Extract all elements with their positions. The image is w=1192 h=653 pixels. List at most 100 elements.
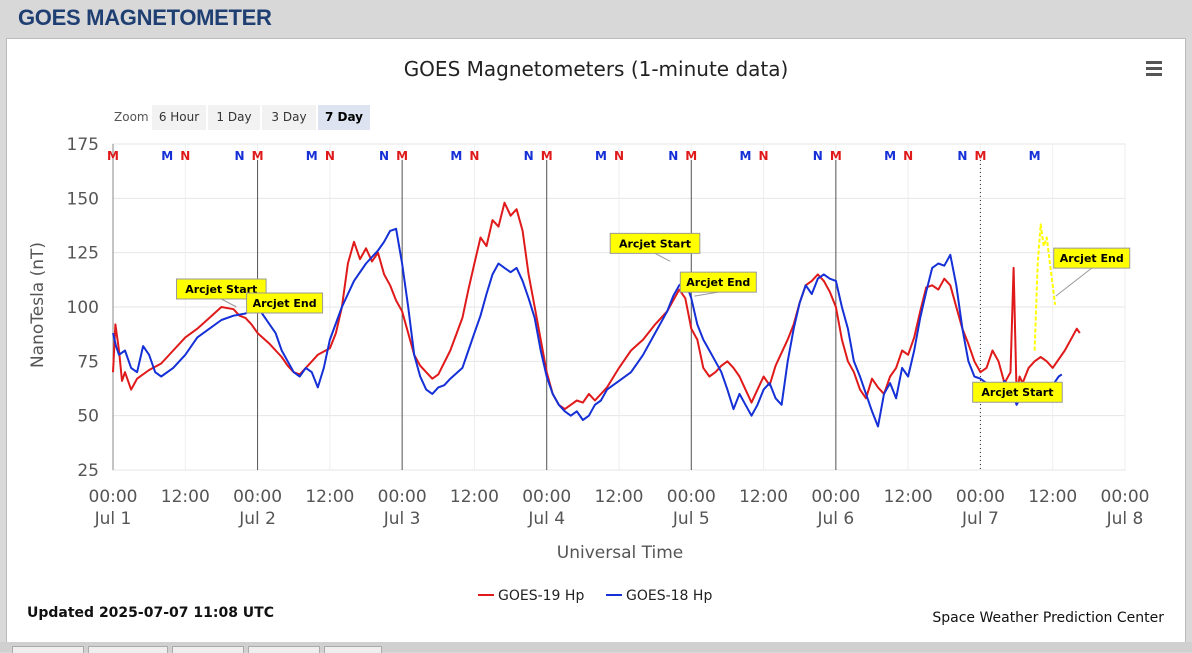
annotation-box <box>609 232 701 254</box>
zoom-7-day-button[interactable]: 7 Day <box>318 105 370 130</box>
legend-goes18-label[interactable]: GOES-18 Hp <box>626 588 712 604</box>
y-tick-label: 75 <box>77 352 99 372</box>
annotation-box <box>1053 247 1131 269</box>
noon-midnight-marker: M <box>830 149 842 163</box>
y-tick-label: 175 <box>67 135 99 155</box>
noon-midnight-marker: M <box>974 149 986 163</box>
noon-midnight-marker: M <box>161 149 173 163</box>
x-tick-time-label: 12:00 <box>305 487 354 507</box>
noon-midnight-marker: N <box>524 149 534 163</box>
x-tick-time-label: 12:00 <box>595 487 644 507</box>
noon-midnight-marker: M <box>252 149 264 163</box>
noon-midnight-marker: N <box>813 149 823 163</box>
x-tick-time-label: 00:00 <box>522 487 571 507</box>
y-tick-label: 25 <box>77 461 99 481</box>
legend-goes19-label[interactable]: GOES-19 Hp <box>498 588 584 604</box>
noon-midnight-marker: N <box>903 149 913 163</box>
noon-midnight-marker: M <box>1029 149 1041 163</box>
noon-midnight-marker: M <box>107 149 119 163</box>
annotation-label: Arcjet Start <box>981 386 1053 399</box>
annotation-box <box>679 271 757 293</box>
noon-midnight-marker: M <box>396 149 408 163</box>
noon-midnight-marker: M <box>541 149 553 163</box>
annotation-box <box>246 292 324 314</box>
tab-stub[interactable] <box>324 646 382 653</box>
annotation-leader-line <box>1055 267 1093 297</box>
y-tick-label: 125 <box>67 244 99 264</box>
zoom-1-day-button[interactable]: 1 Day <box>208 105 260 130</box>
tab-stub[interactable] <box>248 646 320 653</box>
noon-midnight-marker: N <box>234 149 244 163</box>
x-tick-time-label: 12:00 <box>884 487 933 507</box>
x-tick-date-label: Jul 1 <box>94 509 132 529</box>
noon-midnight-marker: N <box>957 149 967 163</box>
annotation-label: Arcjet End <box>1060 252 1124 265</box>
noon-midnight-marker: M <box>884 149 896 163</box>
noon-midnight-marker: N <box>614 149 624 163</box>
x-tick-date-label: Jul 6 <box>816 509 854 529</box>
y-axis-title: NanoTesla (nT) <box>28 242 48 368</box>
zoom-6-hour-button[interactable]: 6 Hour <box>152 105 206 130</box>
tab-stub[interactable] <box>12 646 84 653</box>
credit-text: Space Weather Prediction Center <box>932 610 1164 626</box>
noon-midnight-marker: M <box>685 149 697 163</box>
annotation-leader-line <box>221 298 237 308</box>
x-tick-time-label: 00:00 <box>811 487 860 507</box>
legend[interactable]: GOES-19 Hp GOES-18 Hp <box>478 588 712 604</box>
annotation-leader-line <box>654 252 671 262</box>
x-tick-time-label: 00:00 <box>667 487 716 507</box>
noon-midnight-marker: N <box>325 149 335 163</box>
noon-midnight-marker: M <box>740 149 752 163</box>
series-layer <box>112 201 1081 428</box>
zoom-label: Zoom <box>114 110 149 124</box>
series-line-arcjet-segment <box>1033 223 1057 351</box>
header-bar: GOES MAGNETOMETER <box>0 0 1192 38</box>
annotation-label: Arcjet Start <box>185 283 257 296</box>
noon-midnight-marker: M <box>450 149 462 163</box>
x-tick-date-label: Jul 5 <box>672 509 710 529</box>
x-tick-time-label: 12:00 <box>1028 487 1077 507</box>
noon-midnight-marker: N <box>469 149 479 163</box>
x-tick-time-label: 12:00 <box>161 487 210 507</box>
annotation-box <box>972 381 1063 403</box>
chart-title: GOES Magnetometers (1-minute data) <box>404 57 789 81</box>
x-tick-time-label: 00:00 <box>956 487 1005 507</box>
x-tick-date-label: Jul 3 <box>383 509 421 529</box>
tab-stub[interactable] <box>88 646 168 653</box>
annotation-label: Arcjet End <box>686 276 750 289</box>
x-tick-time-label: 12:00 <box>739 487 788 507</box>
zoom-3-day-button[interactable]: 3 Day <box>262 105 316 130</box>
x-tick-date-label: Jul 8 <box>1106 509 1144 529</box>
x-tick-time-label: 00:00 <box>89 487 138 507</box>
x-tick-date-label: Jul 2 <box>238 509 276 529</box>
noon-midnight-marker: N <box>180 149 190 163</box>
chart-panel <box>6 38 1186 644</box>
y-tick-label: 150 <box>67 189 99 209</box>
x-tick-date-label: Jul 4 <box>527 509 565 529</box>
noon-midnight-marker: N <box>668 149 678 163</box>
updated-timestamp: Updated 2025-07-07 11:08 UTC <box>27 605 274 621</box>
noon-midnight-marker: N <box>379 149 389 163</box>
x-tick-time-label: 00:00 <box>233 487 282 507</box>
series-line-goes-18-hp <box>112 227 1063 428</box>
noon-midnight-marker: M <box>595 149 607 163</box>
x-axis-title: Universal Time <box>557 543 683 563</box>
annotation-label: Arcjet Start <box>619 237 691 250</box>
annotation-layer: Arcjet Start Arcjet End Arcjet Start Arcjet… <box>175 232 1131 403</box>
annotation-leader-line <box>694 291 719 297</box>
chart-menu-icon[interactable] <box>1146 60 1162 78</box>
page-title: GOES MAGNETOMETER <box>18 5 272 30</box>
y-tick-label: 100 <box>67 298 99 318</box>
noon-midnight-marker: N <box>759 149 769 163</box>
tab-stub[interactable] <box>172 646 244 653</box>
annotation-box <box>175 278 267 300</box>
x-tick-date-label: Jul 7 <box>961 509 999 529</box>
noon-midnight-marker: M <box>306 149 318 163</box>
x-tick-time-label: 12:00 <box>450 487 499 507</box>
y-tick-label: 50 <box>77 407 99 427</box>
x-tick-time-label: 00:00 <box>378 487 427 507</box>
bottom-tab-strip <box>0 642 1192 652</box>
